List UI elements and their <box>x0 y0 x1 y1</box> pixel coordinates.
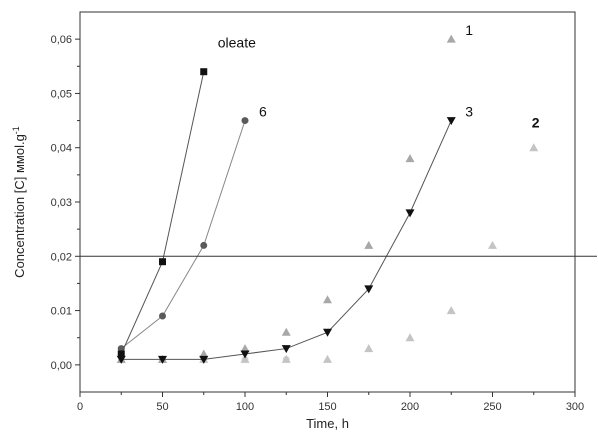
series-label: 1 <box>465 22 473 38</box>
y-axis-title: Concentration [C] ммоl.g-1 <box>11 126 27 278</box>
x-tick-label: 100 <box>236 401 254 413</box>
y-tick-label: 0,06 <box>51 34 72 46</box>
y-tick-label: 0.01 <box>51 306 72 318</box>
data-point <box>200 68 207 75</box>
x-axis-title: Time, h <box>306 416 349 431</box>
data-point <box>200 242 207 249</box>
y-tick-label: 0,04 <box>51 143 72 155</box>
x-tick-label: 0 <box>77 401 83 413</box>
y-tick-label: 0,05 <box>51 88 72 100</box>
series-label: 3 <box>465 104 473 120</box>
data-point <box>159 313 166 320</box>
y-tick-label: 0,00 <box>51 360 72 372</box>
x-tick-label: 300 <box>566 401 584 413</box>
series-label: oleate <box>218 35 256 51</box>
y-axis-title-superscript: -1 <box>11 126 21 134</box>
y-tick-label: 0,03 <box>51 197 72 209</box>
y-tick-label: 0,02 <box>51 251 72 263</box>
data-point <box>159 258 166 265</box>
x-tick-label: 200 <box>401 401 419 413</box>
x-tick-label: 250 <box>483 401 501 413</box>
y-axis-title-text: Concentration [C] ммоl.g <box>12 134 27 278</box>
x-tick-label: 50 <box>156 401 168 413</box>
data-point <box>118 351 125 358</box>
x-tick-label: 150 <box>318 401 336 413</box>
series-label: 6 <box>259 104 267 120</box>
series-label: 2 <box>532 115 540 131</box>
data-point <box>242 117 249 124</box>
